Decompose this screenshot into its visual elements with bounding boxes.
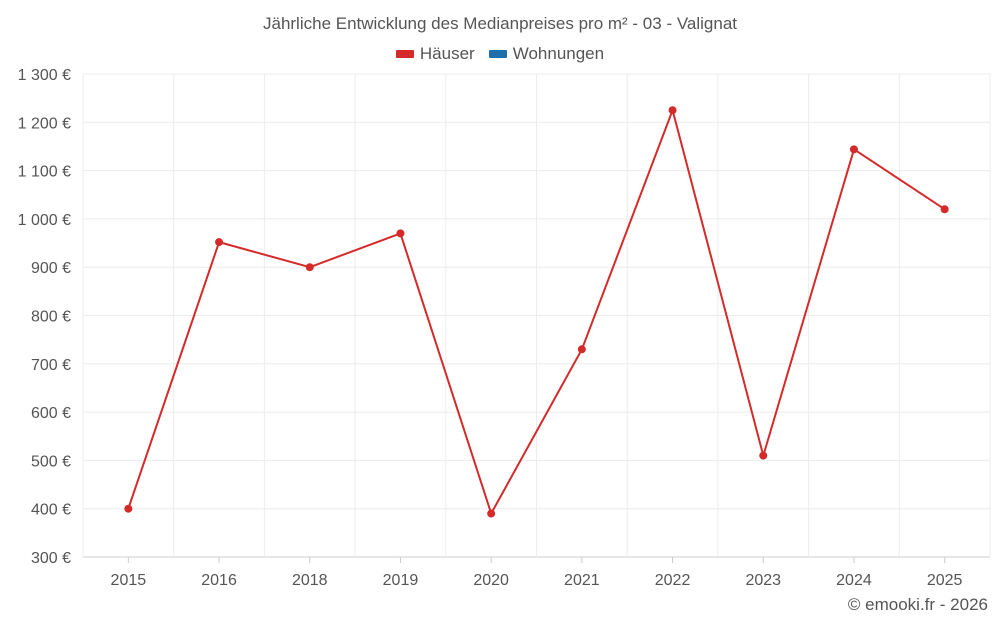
y-tick-label: 700 € <box>31 357 71 374</box>
data-point[interactable] <box>577 345 586 354</box>
y-tick-label: 800 € <box>31 309 71 326</box>
data-point[interactable] <box>849 145 858 154</box>
legend-label-haeuser: Häuser <box>419 44 475 63</box>
axes: 300 € 400 € 500 € 600 € 700 € 800 € 900 € 1 000… <box>18 67 963 589</box>
x-tick-label: 2015 <box>111 572 147 589</box>
legend-swatch-wohnungen <box>488 50 507 58</box>
x-tick-label: 2021 <box>564 572 600 589</box>
data-point[interactable] <box>396 229 405 238</box>
y-tick-label: 1 300 € <box>18 67 71 84</box>
y-tick-label: 600 € <box>31 405 71 422</box>
y-tick-label: 900 € <box>31 260 71 277</box>
legend-label-wohnungen: Wohnungen <box>512 44 605 63</box>
y-tick-label: 1 200 € <box>18 115 71 132</box>
data-point[interactable] <box>215 238 224 247</box>
credit-text: © emooki.fr - 2026 <box>847 595 988 614</box>
data-point[interactable] <box>668 106 677 115</box>
data-point[interactable] <box>305 263 314 272</box>
y-tick-label: 400 € <box>31 502 71 519</box>
x-tick-label: 2018 <box>292 572 328 589</box>
y-tick-label: 300 € <box>31 550 71 567</box>
x-tick-label: 2016 <box>201 572 237 589</box>
data-point[interactable] <box>940 205 949 214</box>
y-tick-label: 1 100 € <box>18 164 71 181</box>
y-tick-label: 1 000 € <box>18 212 71 229</box>
series <box>124 106 949 518</box>
legend-item-haeuser[interactable]: Häuser <box>395 44 475 64</box>
x-tick-label: 2020 <box>473 572 509 589</box>
x-tick-label: 2023 <box>745 572 781 589</box>
x-tick-label: 2025 <box>927 572 963 589</box>
series-line <box>127 109 946 515</box>
data-point[interactable] <box>759 451 768 460</box>
legend: Häuser Wohnungen <box>0 44 1000 64</box>
legend-item-wohnungen[interactable]: Wohnungen <box>488 44 605 64</box>
data-point[interactable] <box>487 509 496 518</box>
grid <box>82 73 991 558</box>
chart-title: Jährliche Entwicklung des Medianpreises … <box>262 14 738 33</box>
x-tick-label: 2024 <box>836 572 872 589</box>
data-point[interactable] <box>124 504 133 513</box>
y-tick-label: 500 € <box>31 453 71 470</box>
legend-swatch-haeuser <box>395 50 414 58</box>
x-tick-label: 2022 <box>655 572 691 589</box>
x-tick-label: 2019 <box>383 572 419 589</box>
